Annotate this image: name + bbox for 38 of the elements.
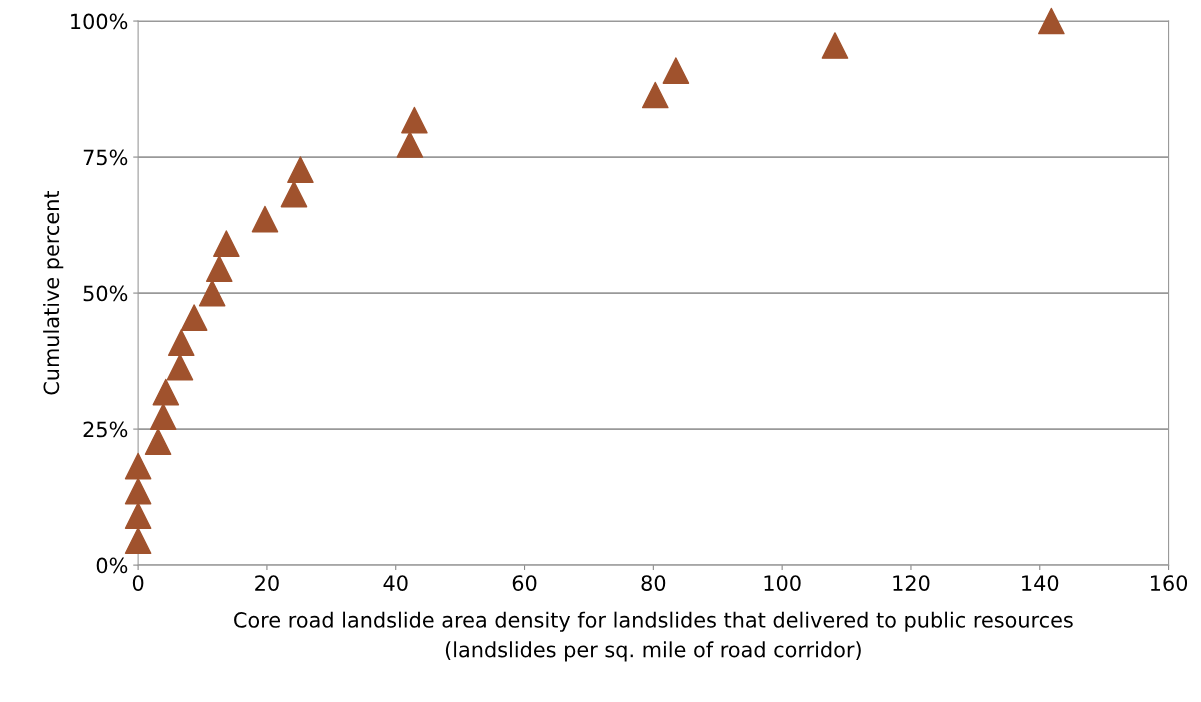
x-tick-label: 100 bbox=[764, 575, 801, 591]
point bbox=[180, 304, 208, 331]
point bbox=[213, 230, 240, 257]
point bbox=[124, 477, 152, 505]
point bbox=[124, 502, 152, 529]
point bbox=[198, 279, 226, 307]
y-tick-label: 0% bbox=[96, 557, 128, 574]
x-tick-label: 20 bbox=[255, 575, 279, 591]
point bbox=[152, 378, 180, 406]
point bbox=[205, 255, 233, 282]
point bbox=[396, 131, 424, 158]
point bbox=[821, 32, 849, 59]
point bbox=[144, 428, 172, 455]
x-tick-label: 160 bbox=[1150, 575, 1188, 591]
point bbox=[251, 205, 279, 233]
point bbox=[166, 353, 194, 381]
point bbox=[287, 156, 314, 183]
point bbox=[641, 81, 669, 109]
x-tick-label: 60 bbox=[512, 575, 537, 591]
point bbox=[149, 403, 177, 430]
y-axis-title: Cumulative percent bbox=[43, 190, 64, 395]
point bbox=[662, 57, 690, 84]
y-tick-label: 100% bbox=[71, 13, 128, 30]
x-tick-label: 80 bbox=[641, 575, 666, 591]
y-tick-label: 50% bbox=[83, 285, 128, 302]
point bbox=[124, 452, 152, 480]
y-tick-label: 75% bbox=[83, 149, 128, 166]
point bbox=[1038, 7, 1065, 35]
point bbox=[401, 106, 428, 134]
y-tick-label: 25% bbox=[83, 421, 128, 438]
x-tick-label: 120 bbox=[893, 575, 930, 591]
point bbox=[167, 329, 195, 356]
x-tick-label: 40 bbox=[383, 575, 408, 591]
x-tick-label: 140 bbox=[1022, 575, 1059, 591]
x-tick-label: 0 bbox=[132, 575, 144, 591]
point bbox=[124, 527, 152, 554]
point bbox=[280, 180, 308, 208]
x-axis-title: Core road landslide area density for landslides that delivered to public resources (landslides per sq. mile of road corridor) bbox=[234, 611, 1073, 662]
